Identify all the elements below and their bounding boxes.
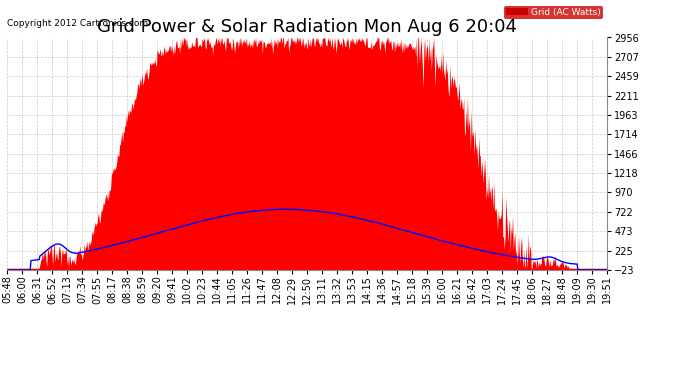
Legend: Grid (AC Watts): Grid (AC Watts) — [504, 6, 602, 19]
Title: Grid Power & Solar Radiation Mon Aug 6 20:04: Grid Power & Solar Radiation Mon Aug 6 2… — [97, 18, 517, 36]
Text: Copyright 2012 Cartronics.com: Copyright 2012 Cartronics.com — [7, 19, 148, 28]
